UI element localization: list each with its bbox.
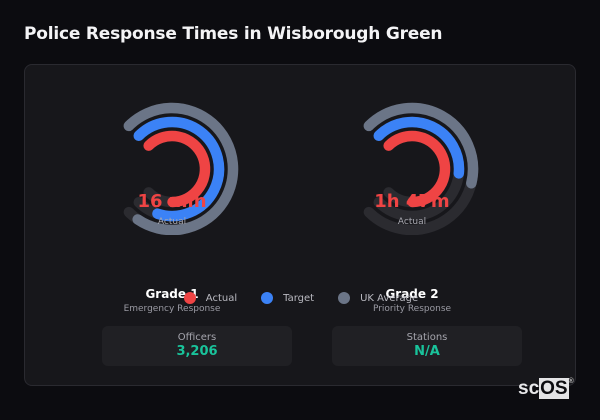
ring-bar-actual[interactable] xyxy=(143,130,211,208)
ring-bar-target[interactable] xyxy=(373,116,465,179)
gauge-grade-2: 1h 47m Actual Grade 2 Priority Response xyxy=(332,102,492,315)
legend-item-target[interactable]: Target xyxy=(261,292,314,304)
ring-bar-actual[interactable] xyxy=(383,130,451,208)
legend-dot-icon xyxy=(183,292,196,304)
stat-card-stations: Stations N/A xyxy=(332,326,522,366)
gauge-sub-label: Actual xyxy=(157,217,187,227)
radial-bar-chart xyxy=(123,102,239,235)
radial-bar-chart xyxy=(363,102,479,235)
stat-value: N/A xyxy=(414,344,440,359)
ring-bar-target[interactable] xyxy=(133,116,225,222)
ring-bar-uk-average[interactable] xyxy=(123,102,239,235)
chart-legend: Actual Target UK Average xyxy=(25,292,577,304)
stat-card-officers: Officers 3,206 xyxy=(102,326,292,366)
brand-logo: scOS® xyxy=(518,378,574,399)
stat-label: Officers xyxy=(177,332,217,343)
page-title: Police Response Times in Wisborough Gree… xyxy=(24,24,443,44)
legend-item-uk-average[interactable]: UK Average xyxy=(338,292,418,304)
legend-item-actual[interactable]: Actual xyxy=(183,292,238,304)
stat-label: Stations xyxy=(406,332,448,343)
legend-label: Target xyxy=(283,292,315,304)
gauge-description: Priority Response xyxy=(372,304,452,314)
gauge-description: Emergency Response xyxy=(123,304,221,314)
legend-label: Actual xyxy=(205,292,238,304)
gauge-title: Grade 2 xyxy=(385,287,439,301)
gauge-sub-label: Actual xyxy=(397,217,427,227)
chart-card: 16 min Actual Grade 1 Emergency Response… xyxy=(24,64,576,386)
gauge-grade-1: 16 min Actual Grade 1 Emergency Response xyxy=(92,102,252,315)
legend-label: UK Average xyxy=(360,292,419,304)
gauge-value: 16 min xyxy=(137,191,207,212)
ring-bar-uk-average[interactable] xyxy=(363,102,479,189)
legend-dot-icon xyxy=(338,292,351,304)
gauge-value: 1h 47m xyxy=(374,191,450,212)
legend-dot-icon xyxy=(261,292,274,304)
stat-value: 3,206 xyxy=(176,344,218,359)
